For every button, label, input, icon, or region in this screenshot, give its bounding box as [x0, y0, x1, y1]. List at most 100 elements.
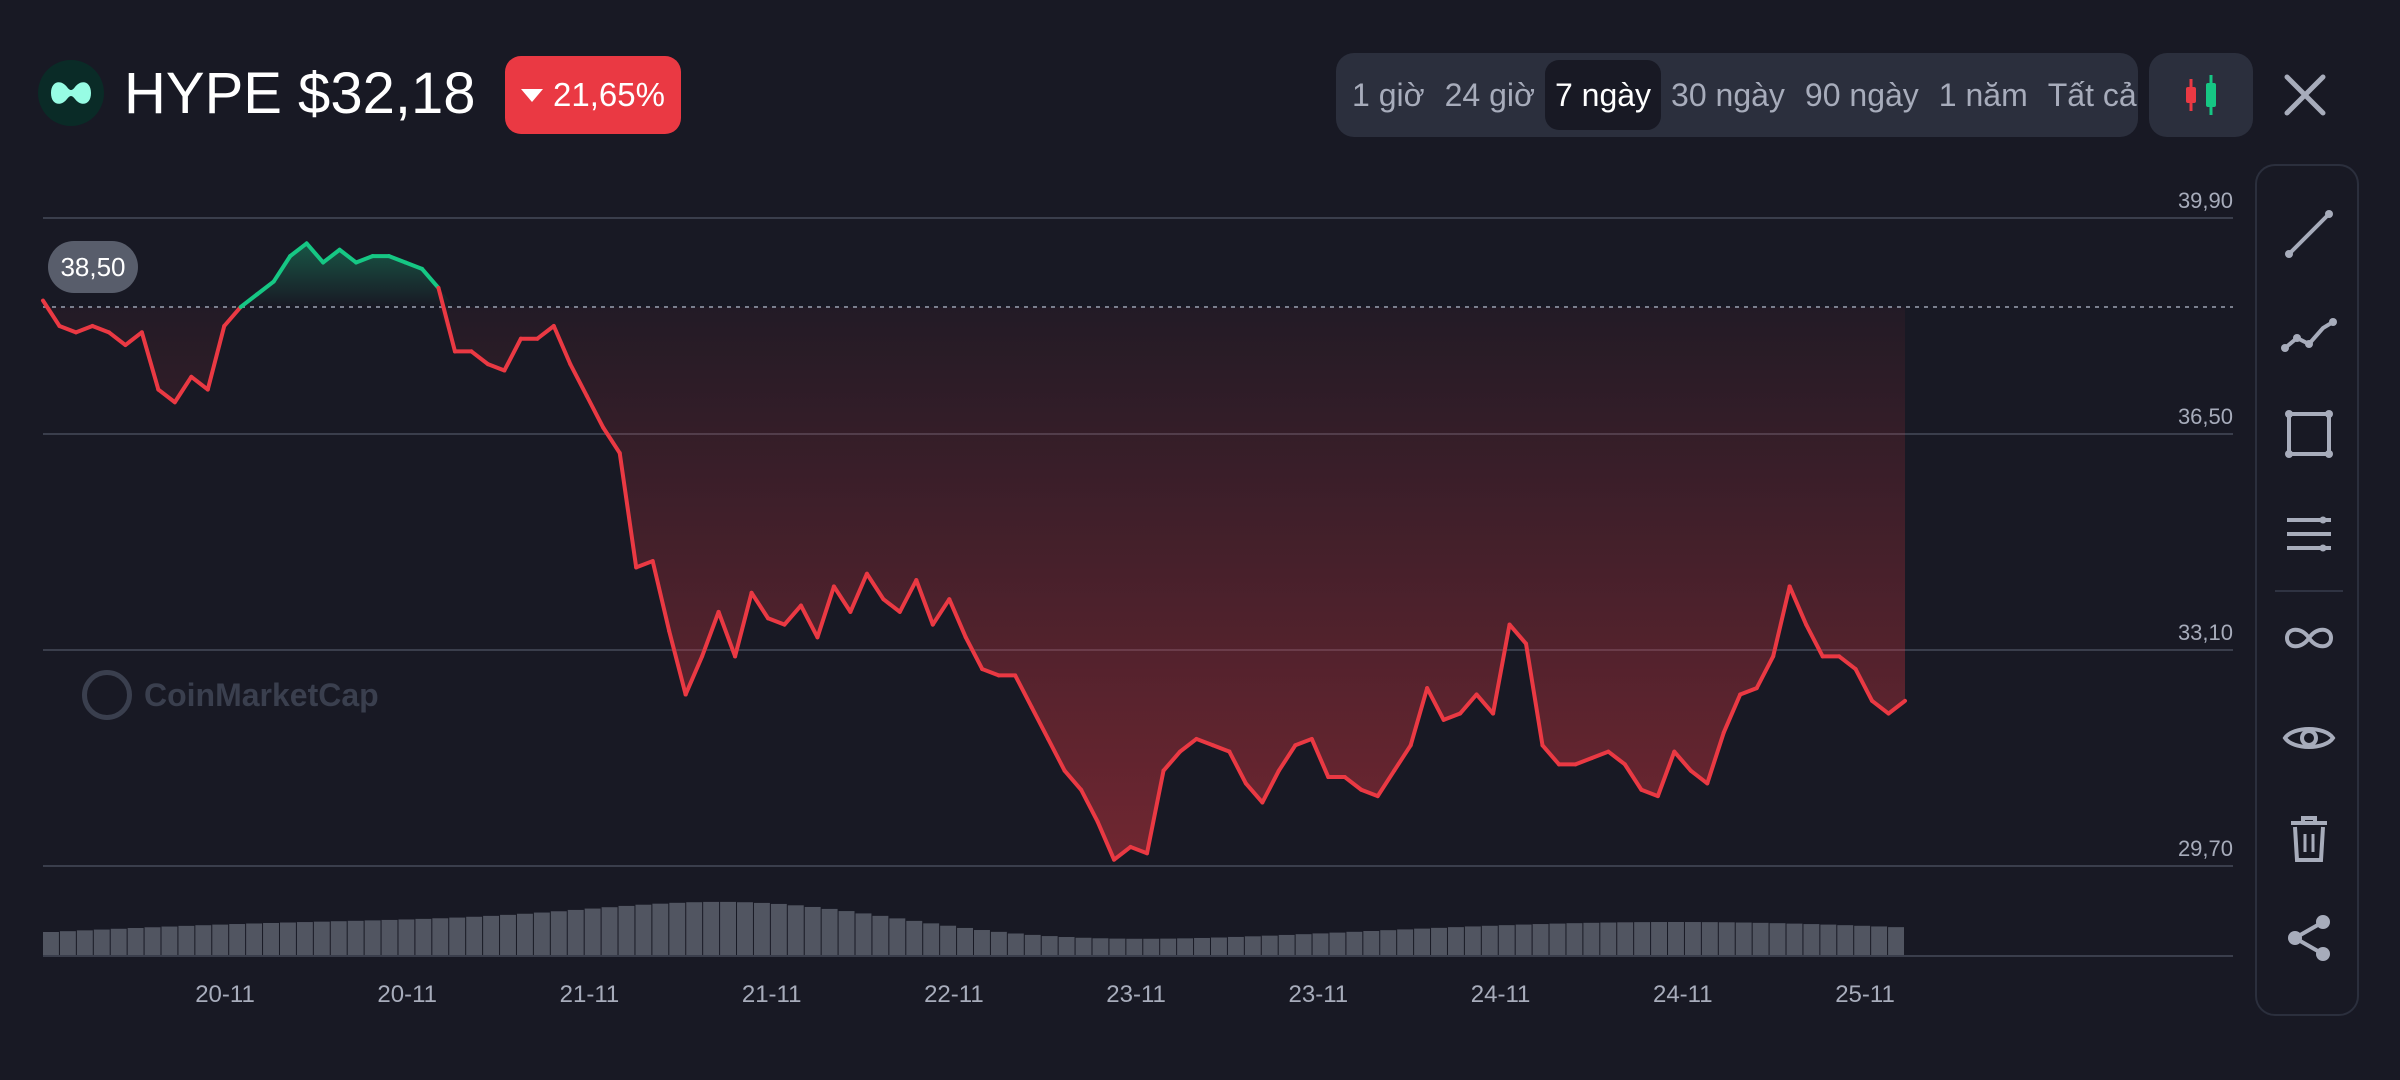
volume-bar	[787, 905, 804, 956]
price-line-segment	[601, 425, 622, 456]
price-line-segment	[1227, 749, 1248, 786]
volume-bar	[1177, 938, 1194, 956]
price-line-segment	[1754, 654, 1776, 691]
volume-bar	[246, 923, 263, 956]
range-90d-button[interactable]: 90 ngày	[1804, 76, 1919, 113]
close-button[interactable]	[2270, 58, 2340, 132]
price-line-segment	[123, 330, 144, 348]
price-line-segment	[848, 571, 869, 614]
price-line-segment	[650, 559, 672, 633]
volume-bar	[1888, 927, 1904, 956]
volume-bar	[1109, 938, 1126, 956]
price-line-segment	[766, 616, 787, 627]
volume-bar	[1278, 934, 1295, 956]
range-1y-button[interactable]: 1 năm	[1938, 76, 2028, 113]
volume-bar	[347, 920, 364, 956]
volume-bar	[923, 923, 940, 956]
price-line-segment	[1260, 768, 1281, 805]
volume-bar	[1515, 924, 1532, 956]
volume-bar	[753, 902, 770, 956]
rectangle-tool[interactable]	[2273, 398, 2345, 470]
x-tick-label: 25-11	[1835, 981, 1895, 1008]
trend-line-tool[interactable]	[2273, 198, 2345, 270]
price-change-value: 21,65%	[553, 76, 665, 113]
volume-bar	[1007, 933, 1024, 956]
volume-bar	[1837, 925, 1854, 956]
volume-bar	[1651, 922, 1668, 956]
volume-bar	[1786, 923, 1803, 956]
visibility-tool[interactable]	[2273, 702, 2345, 774]
volume-bar	[1295, 934, 1312, 956]
volume-bar	[415, 918, 432, 956]
share-tool[interactable]	[2273, 902, 2345, 974]
hype-logo-icon	[38, 60, 104, 126]
price-line-segment	[436, 285, 457, 354]
polyline-tool[interactable]	[2273, 298, 2345, 370]
price-chart-svg: 39,90 36,50 33,10 29,70 38,50 20-11 20-11 21-11…	[41, 188, 2233, 1008]
price-line-segment	[881, 597, 902, 614]
price-line-segment	[271, 254, 293, 284]
price-line-segment	[156, 387, 177, 405]
drawing-toolbar	[2255, 164, 2359, 1016]
price-line-segment	[1161, 749, 1182, 773]
y-tick-label: 29,70	[2178, 836, 2233, 861]
volume-bar	[1346, 931, 1363, 956]
price-line-segment	[1672, 749, 1693, 773]
horizontal-lines-icon	[2287, 516, 2331, 552]
volume-bar	[584, 908, 601, 956]
time-range-selector: 1 giờ 24 giờ 7 ngày 30 ngày 90 ngày 1 nă…	[1336, 53, 2138, 137]
price-line-segment	[403, 260, 424, 271]
volume-bar	[330, 921, 347, 956]
volume-bar	[618, 905, 635, 956]
chart-type-button[interactable]	[2149, 53, 2253, 137]
volume-bar	[737, 902, 753, 956]
volume-bar	[1160, 938, 1177, 956]
price-line-segment	[831, 584, 853, 614]
volume-bar	[398, 919, 415, 956]
price-line-segment	[551, 324, 573, 367]
volume-bar	[804, 906, 821, 956]
price-line-segment	[1441, 711, 1463, 722]
price-chart[interactable]: 39,90 36,50 33,10 29,70 38,50 20-11 20-11 21-11…	[0, 170, 2250, 1030]
price-line-segment	[1721, 692, 1743, 735]
volume-bar	[144, 927, 161, 956]
caret-down-icon	[521, 88, 544, 102]
price-line-segment	[1491, 622, 1512, 716]
volume-bar	[974, 930, 990, 956]
price-line-segment	[1738, 686, 1759, 697]
price-line-segment	[584, 393, 606, 430]
infinity-icon	[2284, 627, 2334, 649]
delete-tool[interactable]	[2273, 802, 2345, 874]
infinite-line-tool[interactable]	[2273, 602, 2345, 674]
volume-bar	[720, 901, 737, 956]
price-line-segment	[189, 374, 210, 392]
price-change-badge: 21,65%	[505, 56, 681, 134]
range-24h-button[interactable]: 24 giờ	[1444, 76, 1535, 113]
price-line-segment	[172, 374, 194, 405]
price-line-segment	[733, 590, 754, 659]
volume-bar	[449, 917, 466, 956]
price-line-segment	[667, 628, 688, 697]
volume-bar	[43, 931, 59, 956]
range-all-button[interactable]: Tất cả	[2047, 76, 2137, 113]
volume-bar	[533, 912, 550, 956]
price-line-segment	[139, 330, 161, 392]
range-30d-button[interactable]: 30 ngày	[1671, 76, 1785, 113]
price-line-segment	[617, 451, 639, 570]
volume-bar	[1820, 924, 1837, 956]
volume-bar	[1617, 922, 1634, 956]
price-line-segment	[387, 254, 408, 265]
close-icon	[2284, 74, 2326, 116]
share-icon	[2288, 915, 2330, 961]
price-line-segment	[1655, 749, 1677, 799]
volume-bar	[940, 925, 957, 956]
range-1h-button[interactable]: 1 giờ	[1352, 76, 1425, 113]
price-line-segment	[1029, 705, 1051, 741]
trash-icon	[2291, 816, 2327, 862]
volume-bar	[1481, 925, 1498, 956]
horizontal-lines-tool[interactable]	[2273, 498, 2345, 570]
range-7d-button[interactable]: 7 ngày	[1544, 60, 1662, 130]
price-line-segment	[1079, 787, 1100, 824]
price-line-segment	[288, 241, 309, 259]
price-line-segment	[255, 279, 276, 297]
